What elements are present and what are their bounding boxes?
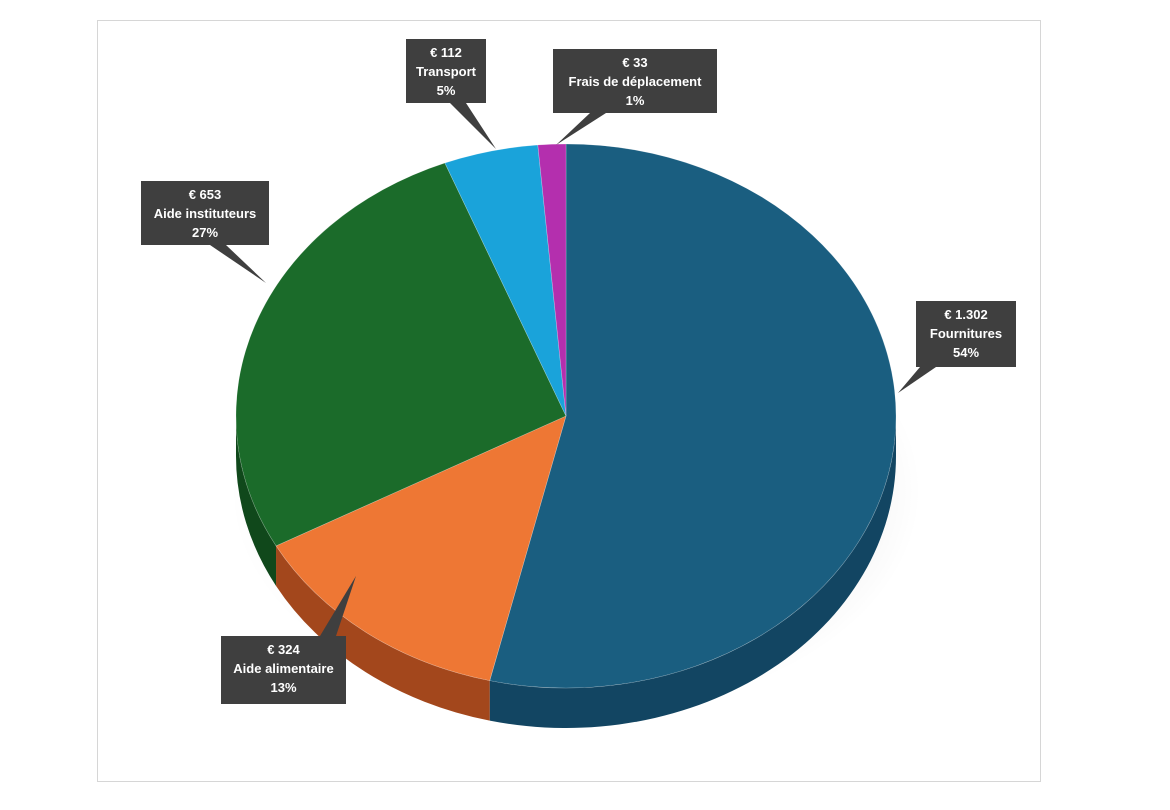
data-label-value: € 112: [430, 45, 462, 60]
callout-box: [553, 49, 717, 113]
data-label-category: Frais de déplacement: [569, 74, 703, 89]
callout-leader: [210, 245, 266, 283]
data-label-value: € 33: [622, 55, 647, 70]
callout-box: [916, 301, 1016, 367]
pie-slice-side: [236, 416, 277, 586]
pie-slice[interactable]: [235, 162, 567, 547]
callout-leader: [320, 576, 356, 636]
pie-slice-side: [276, 545, 490, 721]
data-label-category: Aide instituteurs: [154, 206, 257, 221]
pie-chart: € 1.302 Fournitures 54% € 324 Aide alimentai…: [141, 39, 1016, 728]
data-label-percent: 54%: [953, 345, 979, 360]
pie-slice[interactable]: [275, 415, 567, 681]
data-label-callout: € 112 Transport 5%: [406, 39, 486, 103]
data-label-callout: € 653 Aide instituteurs 27%: [141, 181, 269, 245]
callout-box: [141, 181, 269, 245]
data-label-percent: 13%: [270, 680, 296, 695]
pie-slice-side: [489, 416, 896, 728]
data-label-value: € 1.302: [944, 307, 987, 322]
pie-slice[interactable]: [489, 143, 897, 689]
data-label-percent: 5%: [437, 83, 456, 98]
data-label-value: € 324: [267, 642, 300, 657]
callout-leader: [898, 367, 936, 393]
data-label-percent: 27%: [192, 225, 218, 240]
data-label-percent: 1%: [626, 93, 645, 108]
callout-leader: [556, 113, 606, 145]
data-label-category: Aide alimentaire: [233, 661, 333, 676]
data-label-callout: € 1.302 Fournitures 54%: [916, 301, 1016, 367]
chart-frame: € 1.302 Fournitures 54% € 324 Aide alimentai…: [97, 20, 1041, 782]
callout-box: [406, 39, 486, 103]
callout-leader: [450, 103, 496, 149]
callout-box: [221, 636, 346, 704]
data-label-value: € 653: [189, 187, 222, 202]
data-label-callout: € 324 Aide alimentaire 13%: [221, 636, 346, 704]
data-label-category: Transport: [416, 64, 477, 79]
pie-slice[interactable]: [537, 143, 567, 417]
pie-slice[interactable]: [444, 144, 567, 417]
data-label-category: Fournitures: [930, 326, 1002, 341]
data-label-callout: € 33 Frais de déplacement 1%: [553, 49, 717, 113]
